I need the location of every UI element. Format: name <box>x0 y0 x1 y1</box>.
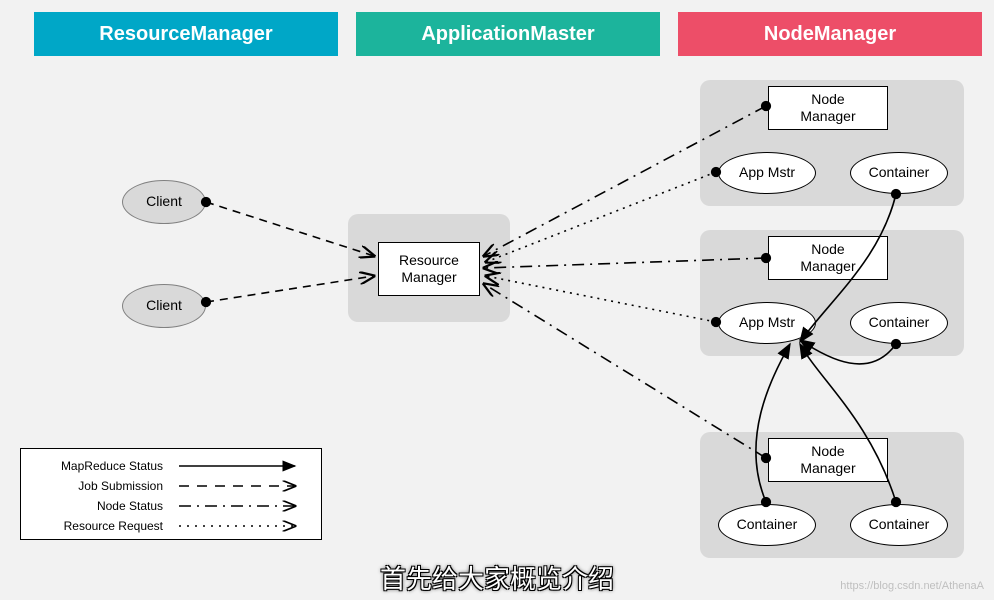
client-1: Client <box>122 180 206 224</box>
container-3a: Container <box>718 504 816 546</box>
caption-text: 首先给大家概览介绍 <box>0 559 994 596</box>
app-mstr-2: App Mstr <box>718 302 816 344</box>
legend-label-3: Resource Request <box>33 519 177 533</box>
node-manager-box-3: Node Manager <box>768 438 888 482</box>
client-2: Client <box>122 284 206 328</box>
header-application-master: ApplicationMaster <box>356 12 660 56</box>
legend: MapReduce Status Job Submission Node Sta… <box>20 448 322 540</box>
legend-label-0: MapReduce Status <box>33 459 177 473</box>
watermark-text: https://blog.csdn.net/AthenaA <box>840 580 984 592</box>
app-mstr-1: App Mstr <box>718 152 816 194</box>
header-node-manager: NodeManager <box>678 12 982 56</box>
container-3b: Container <box>850 504 948 546</box>
container-1: Container <box>850 152 948 194</box>
legend-label-1: Job Submission <box>33 479 177 493</box>
resource-manager-box: Resource Manager <box>378 242 480 296</box>
container-2: Container <box>850 302 948 344</box>
node-manager-box-2: Node Manager <box>768 236 888 280</box>
node-manager-box-1: Node Manager <box>768 86 888 130</box>
header-resource-manager: ResourceManager <box>34 12 338 56</box>
legend-label-2: Node Status <box>33 499 177 513</box>
